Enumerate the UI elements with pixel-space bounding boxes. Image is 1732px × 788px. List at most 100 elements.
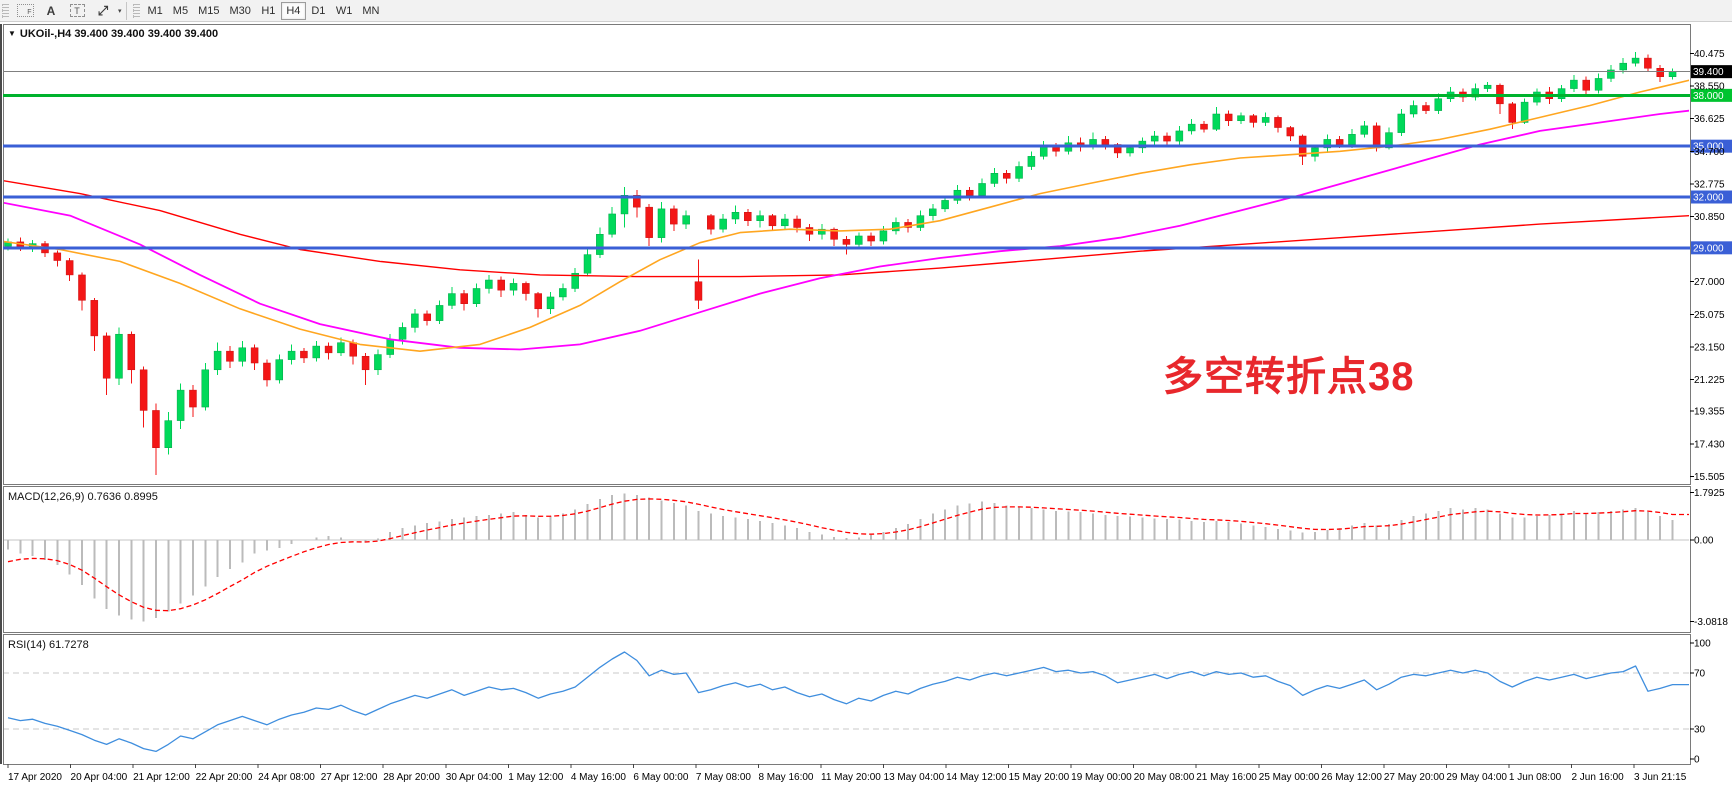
candle-body	[287, 350, 296, 360]
time-axis-label: 14 May 12:00	[946, 772, 1007, 783]
macd-panel[interactable]	[3, 486, 1691, 633]
price-tick-label: 30.850	[1694, 212, 1725, 223]
chart-title: ▼ UKOil-,H4 39.400 39.400 39.400 39.400	[8, 28, 218, 40]
timeframe-button-mn[interactable]: MN	[357, 2, 384, 20]
arrow-style-icon[interactable]: ⤢	[92, 2, 114, 20]
rsi-axis-label: 100	[1694, 639, 1711, 650]
candle-body	[1274, 117, 1282, 128]
price-tick-label: 17.430	[1694, 439, 1725, 450]
dropdown-caret-icon[interactable]: ▾	[118, 7, 122, 15]
candle-body	[707, 215, 715, 230]
candle-body	[1508, 103, 1517, 123]
current-price-label-box	[1691, 65, 1732, 79]
timeframe-button-m30[interactable]: M30	[224, 2, 255, 20]
candle-body	[546, 296, 555, 310]
time-axis-label: 8 May 16:00	[758, 772, 813, 783]
time-axis-label: 6 May 00:00	[633, 772, 688, 783]
candle-body	[1200, 123, 1208, 130]
symbol-dropdown-icon[interactable]: ▼	[8, 29, 16, 38]
time-axis-label: 2 Jun 16:00	[1571, 772, 1624, 783]
candle-body	[633, 195, 641, 208]
candle-body	[1348, 134, 1356, 145]
candle-body	[682, 215, 690, 225]
price-level-label-29.000-box	[1691, 241, 1732, 255]
text-box-icon[interactable]: T	[66, 2, 88, 20]
objects-frame-icon[interactable]: F	[14, 2, 36, 20]
candle-body	[1261, 117, 1270, 123]
candles-layer	[4, 52, 1689, 475]
candle-body	[1286, 127, 1295, 137]
time-axis-label: 4 May 16:00	[571, 772, 626, 783]
candle-body	[1582, 79, 1590, 91]
candle-body	[361, 355, 370, 371]
candle-body	[1631, 57, 1640, 64]
macd-layer	[4, 493, 1689, 622]
arrow-style-icon: ⤢	[97, 2, 109, 18]
candle-body	[115, 333, 123, 379]
price-tick-label: 27.000	[1694, 277, 1725, 288]
time-axis-label: 13 May 04:00	[884, 772, 945, 783]
candle-body	[90, 300, 99, 337]
candle-body	[201, 369, 210, 408]
timeframe-button-w1[interactable]: W1	[331, 2, 358, 20]
price-level-label-32.000-box	[1691, 190, 1732, 204]
candle-body	[1607, 69, 1615, 79]
time-axis-label: 21 May 16:00	[1196, 772, 1257, 783]
candle-body	[509, 283, 518, 291]
text-box-icon: T	[69, 4, 85, 17]
time-axis-label: 29 May 04:00	[1446, 772, 1507, 783]
timeframe-button-m1[interactable]: M1	[143, 2, 168, 20]
candle-body	[781, 218, 789, 227]
candle-body	[879, 230, 888, 242]
time-axis-label: 25 May 00:00	[1259, 772, 1320, 783]
candle-body	[324, 345, 333, 354]
candle-body	[756, 215, 764, 221]
price-tick-label: 38.550	[1694, 82, 1725, 93]
candle-body	[226, 350, 234, 362]
macd-axis-label: -3.0818	[1694, 617, 1728, 628]
toolbar: F A T ⤢ ▾ M1 M5 M15 M30 H1 H4 D1 W1 MN	[0, 0, 1732, 22]
price-tick-label: 15.505	[1694, 472, 1725, 483]
price-tick-label: 40.475	[1694, 49, 1725, 60]
candle-body	[793, 218, 801, 228]
toolbar-grip-handle[interactable]	[2, 3, 9, 18]
time-axis-label: 17 Apr 2020	[8, 772, 62, 783]
candle-body	[250, 347, 259, 364]
candle-body	[559, 288, 567, 298]
timeframe-button-h1[interactable]: H1	[256, 2, 281, 20]
candle-body	[176, 389, 185, 421]
candle-body	[608, 213, 616, 235]
candle-body	[1385, 132, 1393, 149]
timeframe-button-h4[interactable]: H4	[280, 1, 306, 20]
text-label-icon[interactable]: A	[40, 2, 62, 20]
rsi-panel[interactable]	[3, 634, 1691, 765]
candle-body	[1150, 135, 1159, 142]
ma-medium-magenta	[4, 109, 1689, 351]
rsi-line	[7, 651, 1689, 753]
candle-body	[349, 342, 357, 357]
candle-body	[534, 293, 542, 310]
macd-indicator-label: MACD(12,26,9) 0.7636 0.8995	[8, 491, 158, 503]
timeframe-grip-handle[interactable]	[132, 3, 140, 18]
candle-body	[1397, 113, 1406, 133]
time-axis-label: 26 May 12:00	[1321, 772, 1382, 783]
candle-body	[1619, 62, 1627, 71]
candle-body	[1249, 115, 1258, 123]
price-level-label-38.000: 38.000	[1693, 91, 1724, 102]
candle-body	[102, 335, 111, 379]
price-level-label-32.000: 32.000	[1693, 193, 1724, 204]
candle-body	[1113, 144, 1122, 154]
candle-body	[596, 234, 604, 255]
chart-canvas[interactable]: 38.000 35.000 32.000 29.000 39.400 40.475 38.5…	[0, 22, 1732, 788]
timeframe-button-m5[interactable]: M5	[168, 2, 193, 20]
chart-area: 38.000 35.000 32.000 29.000 39.400 40.475 38.5…	[0, 22, 1732, 788]
candle-body	[1520, 101, 1529, 123]
candle-body	[1533, 91, 1541, 103]
candle-body	[694, 281, 703, 301]
candle-body	[744, 211, 752, 221]
candle-body	[189, 389, 197, 408]
main-chart-panel[interactable]	[3, 24, 1691, 485]
timeframe-button-d1[interactable]: D1	[306, 2, 331, 20]
candle-body	[657, 208, 666, 238]
timeframe-button-m15[interactable]: M15	[193, 2, 224, 20]
